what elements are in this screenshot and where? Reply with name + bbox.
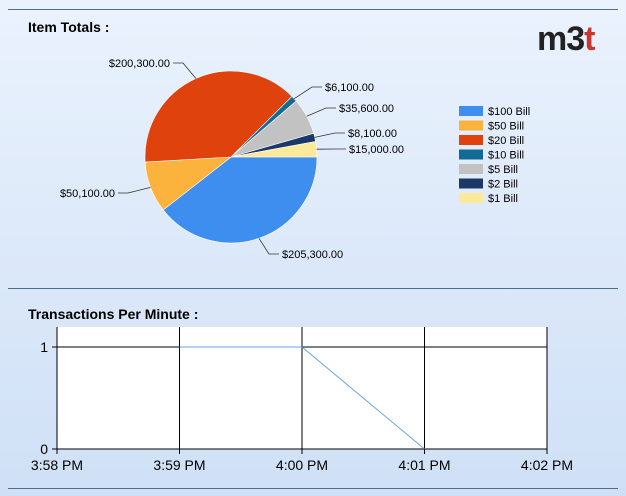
pie-label-100-bill: $205,300.00 <box>282 249 343 261</box>
pie-label-20-bill: $200,300.00 <box>109 58 170 70</box>
x-tick-label: 3:59 PM <box>153 457 205 473</box>
pie-slice-20-bill <box>144 70 293 163</box>
pie-label-10-bill: $6,100.00 <box>325 82 374 94</box>
pie-label-5-bill: $35,600.00 <box>339 103 394 115</box>
legend-label-5-bill: $5 Bill <box>488 164 518 176</box>
top-rule <box>8 9 618 10</box>
legend-label-2-bill: $2 Bill <box>488 179 518 191</box>
pie-label-50-bill: $50,100.00 <box>60 188 115 200</box>
legend-swatch-50-bill <box>459 120 483 131</box>
x-tick-label: 3:58 PM <box>31 457 83 473</box>
pie-leader-2-bill <box>314 132 345 138</box>
x-tick-label: 4:01 PM <box>398 457 450 473</box>
logo-accent-text: t <box>584 20 595 58</box>
pie-label-1-bill: $15,000.00 <box>349 144 404 156</box>
legend-label-20-bill: $20 Bill <box>488 135 524 147</box>
bottom-rule <box>8 488 618 489</box>
pie-chart <box>144 70 318 244</box>
m3t-logo: m3t <box>537 20 596 58</box>
middle-rule <box>8 288 618 289</box>
legend-swatch-2-bill <box>459 178 483 189</box>
y-tick-label: 0 <box>40 441 48 457</box>
logo-main-text: m3 <box>537 20 585 58</box>
legend-swatch-5-bill <box>459 164 483 174</box>
legend-swatch-1-bill <box>459 193 483 203</box>
line-chart-title: Transactions Per Minute : <box>28 306 199 322</box>
line-series-0 <box>179 346 425 450</box>
y-tick-label: 1 <box>40 339 48 355</box>
legend-label-50-bill: $50 Bill <box>488 121 524 133</box>
pie-leader-20-bill <box>173 62 197 79</box>
pie-leader-10-bill <box>293 86 322 100</box>
pie-labels: $205,300.00 $50,100.00 $200,300.00 $6,100.0… <box>60 58 404 261</box>
legend-label-1-bill: $1 Bill <box>488 193 518 205</box>
legend-label-100-bill: $100 Bill <box>488 106 530 118</box>
pie-leader-5-bill <box>306 107 336 117</box>
legend-swatch-20-bill <box>459 135 483 145</box>
pie-label-2-bill: $8,100.00 <box>348 128 397 140</box>
line-chart: 3:58 PM 3:59 PM 4:00 PM 4:01 PM 4:02 PM 0 1 <box>31 327 573 473</box>
pie-chart-title: Item Totals : <box>28 19 110 35</box>
x-tick-label: 4:00 PM <box>276 457 328 473</box>
pie-leader-100-bill <box>258 238 279 255</box>
x-tick-label: 4:02 PM <box>521 457 573 473</box>
legend-label-10-bill: $10 Bill <box>488 150 524 162</box>
legend-swatch-10-bill <box>459 149 483 160</box>
pie-leader-50-bill <box>118 187 151 194</box>
pie-legend: $100 Bill $50 Bill $20 Bill $10 Bill $5 Bill… <box>459 106 530 205</box>
legend-swatch-100-bill <box>459 106 483 116</box>
